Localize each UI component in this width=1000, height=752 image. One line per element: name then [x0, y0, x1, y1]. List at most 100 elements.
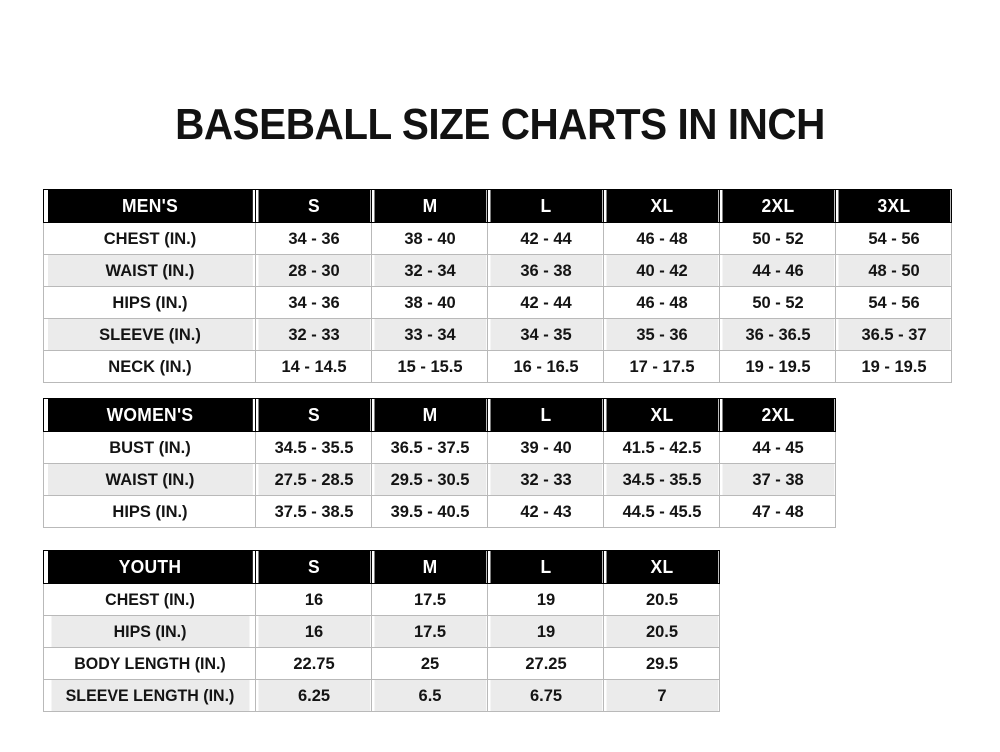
youth-table-body: CHEST (IN.) 16 17.5 19 20.5 HIPS (IN.) 16 17.5 1…: [44, 583, 720, 712]
youth-measure-value: 29.5: [604, 647, 719, 680]
youth-measure-value: 27.25: [488, 647, 603, 680]
mens-measure-value: 14 - 14.5: [256, 350, 371, 383]
mens-size-table: MEN'S S M L XL 2XL 3XL CHEST (IN.) 34 - 36 38 - …: [43, 189, 952, 383]
table-row: WAIST (IN.) 27.5 - 28.5 29.5 - 30.5 32 - 33…: [44, 463, 836, 496]
mens-header-size-l: L: [488, 189, 603, 223]
womens-measure-value: 29.5 - 30.5: [372, 463, 487, 496]
mens-header-size-2xl: 2XL: [720, 189, 835, 223]
mens-measure-value: 46 - 48: [604, 286, 719, 319]
youth-measure-label: CHEST (IN.): [49, 583, 250, 616]
table-row: BUST (IN.) 34.5 - 35.5 36.5 - 37.5 39 - 40 4…: [44, 431, 836, 464]
page-title: BASEBALL SIZE CHARTS IN INCH: [175, 100, 825, 150]
mens-measure-value: 40 - 42: [604, 254, 719, 287]
mens-header-size-xl: XL: [604, 189, 719, 223]
table-row: BODY LENGTH (IN.) 22.75 25 27.25 29.5: [44, 647, 720, 680]
mens-measure-value: 50 - 52: [720, 286, 835, 319]
womens-table-head: WOMEN'S S M L XL 2XL: [44, 398, 836, 432]
table-row: WAIST (IN.) 28 - 30 32 - 34 36 - 38 40 - 42 4…: [44, 254, 952, 287]
table-row: NECK (IN.) 14 - 14.5 15 - 15.5 16 - 16.5 17 …: [44, 350, 952, 383]
youth-measure-value: 22.75: [256, 647, 371, 680]
youth-measure-value: 25: [372, 647, 487, 680]
mens-table-head: MEN'S S M L XL 2XL 3XL: [44, 189, 952, 223]
mens-header-size-3xl: 3XL: [836, 189, 951, 223]
womens-measure-value: 27.5 - 28.5: [256, 463, 371, 496]
table-row: CHEST (IN.) 16 17.5 19 20.5: [44, 583, 720, 616]
youth-measure-label: HIPS (IN.): [49, 615, 250, 648]
mens-measure-value: 32 - 34: [372, 254, 487, 287]
womens-measure-value: 42 - 43: [488, 495, 603, 528]
table-row: HIPS (IN.) 16 17.5 19 20.5: [44, 615, 720, 648]
womens-table-body: BUST (IN.) 34.5 - 35.5 36.5 - 37.5 39 - 40 4…: [44, 431, 836, 528]
womens-measure-label: WAIST (IN.): [46, 463, 253, 496]
youth-header-size-s: S: [256, 550, 371, 584]
mens-measure-value: 36 - 36.5: [720, 318, 835, 351]
mens-measure-value: 32 - 33: [256, 318, 371, 351]
womens-header-size-s: S: [256, 398, 371, 432]
womens-measure-value: 34.5 - 35.5: [604, 463, 719, 496]
mens-measure-label: SLEEVE (IN.): [46, 318, 253, 351]
youth-measure-value: 20.5: [604, 583, 719, 616]
womens-header-size-2xl: 2XL: [720, 398, 835, 432]
mens-measure-value: 17 - 17.5: [604, 350, 719, 383]
mens-measure-value: 34 - 36: [256, 286, 371, 319]
mens-measure-label: CHEST (IN.): [46, 222, 253, 255]
mens-measure-label: WAIST (IN.): [46, 254, 253, 287]
mens-measure-value: 16 - 16.5: [488, 350, 603, 383]
mens-measure-value: 48 - 50: [836, 254, 951, 287]
mens-measure-value: 54 - 56: [836, 222, 951, 255]
table-row: SLEEVE LENGTH (IN.) 6.25 6.5 6.75 7: [44, 679, 720, 712]
youth-measure-value: 16: [256, 615, 371, 648]
mens-header-category: MEN'S: [46, 189, 253, 223]
table-row: CHEST (IN.) 34 - 36 38 - 40 42 - 44 46 - 48 5…: [44, 222, 952, 255]
youth-table-head: YOUTH S M L XL: [44, 550, 720, 584]
mens-measure-value: 33 - 34: [372, 318, 487, 351]
womens-header-size-l: L: [488, 398, 603, 432]
womens-header-row: WOMEN'S S M L XL 2XL: [44, 398, 836, 432]
youth-measure-value: 19: [488, 615, 603, 648]
youth-measure-value: 17.5: [372, 615, 487, 648]
mens-measure-value: 15 - 15.5: [372, 350, 487, 383]
youth-measure-value: 16: [256, 583, 371, 616]
youth-measure-value: 17.5: [372, 583, 487, 616]
mens-measure-value: 42 - 44: [488, 286, 603, 319]
mens-measure-value: 34 - 36: [256, 222, 371, 255]
womens-measure-value: 41.5 - 42.5: [604, 431, 719, 464]
womens-measure-value: 39 - 40: [488, 431, 603, 464]
mens-table-body: CHEST (IN.) 34 - 36 38 - 40 42 - 44 46 - 48 5…: [44, 222, 952, 383]
womens-header-size-xl: XL: [604, 398, 719, 432]
mens-measure-value: 54 - 56: [836, 286, 951, 319]
womens-measure-value: 39.5 - 40.5: [372, 495, 487, 528]
youth-measure-value: 19: [488, 583, 603, 616]
mens-measure-value: 19 - 19.5: [720, 350, 835, 383]
youth-header-size-xl: XL: [604, 550, 719, 584]
youth-measure-value: 7: [604, 679, 719, 712]
womens-measure-value: 44.5 - 45.5: [604, 495, 719, 528]
youth-measure-value: 6.5: [372, 679, 487, 712]
mens-measure-value: 44 - 46: [720, 254, 835, 287]
womens-measure-value: 32 - 33: [488, 463, 603, 496]
womens-measure-value: 44 - 45: [720, 431, 835, 464]
mens-header-row: MEN'S S M L XL 2XL 3XL: [44, 189, 952, 223]
table-row: HIPS (IN.) 37.5 - 38.5 39.5 - 40.5 42 - 43 4…: [44, 495, 836, 528]
womens-header-category: WOMEN'S: [46, 398, 253, 432]
mens-measure-value: 28 - 30: [256, 254, 371, 287]
womens-size-table: WOMEN'S S M L XL 2XL BUST (IN.) 34.5 - 35.5 36.…: [43, 398, 836, 528]
youth-measure-value: 20.5: [604, 615, 719, 648]
mens-measure-value: 19 - 19.5: [836, 350, 951, 383]
womens-measure-label: BUST (IN.): [46, 431, 253, 464]
youth-measure-value: 6.25: [256, 679, 371, 712]
youth-measure-value: 6.75: [488, 679, 603, 712]
mens-measure-value: 50 - 52: [720, 222, 835, 255]
mens-measure-value: 36 - 38: [488, 254, 603, 287]
youth-size-table: YOUTH S M L XL CHEST (IN.) 16 17.5 19 20.5 HIPS (…: [43, 550, 720, 712]
womens-header-size-m: M: [372, 398, 487, 432]
womens-measure-value: 36.5 - 37.5: [372, 431, 487, 464]
womens-measure-value: 37 - 38: [720, 463, 835, 496]
mens-measure-value: 42 - 44: [488, 222, 603, 255]
youth-header-size-m: M: [372, 550, 487, 584]
mens-measure-label: NECK (IN.): [46, 350, 253, 383]
youth-header-category: YOUTH: [46, 550, 253, 584]
mens-measure-label: HIPS (IN.): [46, 286, 253, 319]
womens-measure-value: 34.5 - 35.5: [256, 431, 371, 464]
mens-measure-value: 36.5 - 37: [836, 318, 951, 351]
